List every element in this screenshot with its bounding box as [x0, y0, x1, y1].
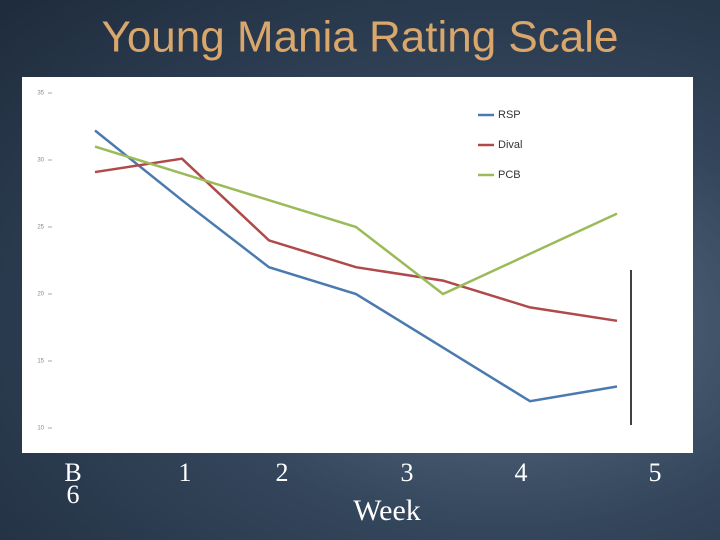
series-line [94, 157, 618, 323]
y-tick-label: 35 [37, 91, 44, 97]
legend-label: Dival [498, 139, 522, 151]
legend-label: RSP [498, 109, 521, 121]
x-label: 1 [178, 458, 192, 487]
series-line [94, 129, 618, 403]
legend-label: PCB [498, 169, 521, 181]
y-tick-label: 30 [37, 158, 44, 164]
x-label: B 6 [64, 458, 82, 509]
y-tick-label: 25 [37, 225, 44, 231]
x-label: 2 [275, 458, 289, 487]
chart-title: Young Mania Rating Scale [102, 13, 619, 62]
plot-area [22, 77, 693, 453]
series-line [94, 145, 618, 296]
y-tick-label: 15 [37, 359, 44, 365]
x-label: 5 [648, 458, 662, 487]
x-label: 3 [400, 458, 414, 487]
x-axis-title: Week [353, 494, 421, 527]
y-tick-label: 10 [37, 426, 44, 432]
y-tick-label: 20 [37, 292, 44, 298]
x-label: 4 [514, 458, 528, 487]
